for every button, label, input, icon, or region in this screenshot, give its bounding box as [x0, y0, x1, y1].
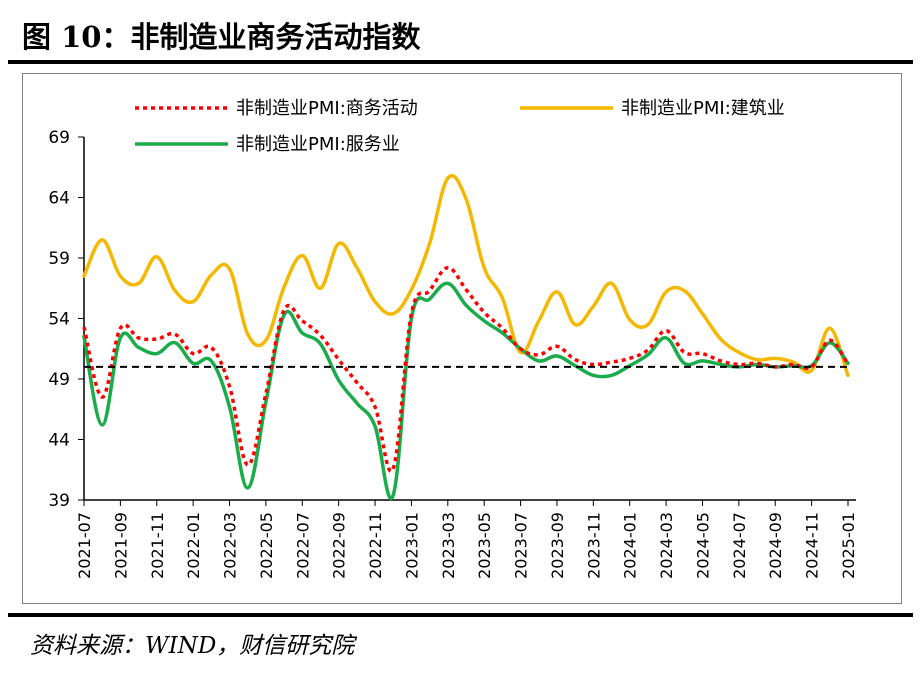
y-tick-label: 54	[48, 310, 70, 330]
x-tick-label: 2023-05	[475, 512, 494, 579]
y-tick-label: 39	[48, 491, 70, 511]
x-tick-label: 2022-09	[330, 512, 349, 579]
y-tick-label: 49	[48, 370, 70, 390]
source-note: 资料来源：WIND，财信研究院	[30, 633, 355, 659]
x-tick-label: 2024-09	[766, 512, 785, 579]
top-rule	[8, 60, 913, 64]
x-tick-label: 2021-09	[111, 512, 130, 579]
figure-title: 图 10：非制造业商务活动指数	[22, 20, 421, 54]
x-tick-label: 2023-01	[402, 512, 421, 579]
x-tick-label: 2024-07	[730, 512, 749, 579]
x-tick-label: 2024-03	[657, 512, 676, 579]
bottom-rule	[8, 613, 913, 617]
x-tick-label: 2022-11	[366, 512, 385, 579]
chart-frame	[22, 73, 902, 604]
x-tick-label: 2025-01	[839, 512, 858, 579]
x-tick-label: 2023-11	[584, 512, 603, 579]
y-tick-label: 44	[48, 431, 70, 451]
legend-business-activity-label: 非制造业PMI:商务活动	[236, 98, 418, 119]
legend-services-label: 非制造业PMI:服务业	[236, 134, 400, 155]
x-tick-label: 2023-07	[512, 512, 531, 579]
series-line-construction	[82, 173, 850, 378]
x-tick-label: 2024-11	[803, 512, 822, 579]
x-tick-label: 2022-01	[184, 512, 203, 579]
legend-construction-label: 非制造业PMI:建筑业	[621, 98, 785, 119]
x-tick-label: 2023-09	[548, 512, 567, 579]
x-tick-label: 2022-05	[257, 512, 276, 579]
x-tick-label: 2021-07	[75, 512, 94, 579]
x-tick-label: 2022-07	[293, 512, 312, 579]
series-line-services	[82, 281, 850, 501]
x-tick-label: 2024-01	[621, 512, 640, 579]
y-tick-label: 69	[48, 128, 70, 148]
y-tick-label: 59	[48, 249, 70, 269]
y-tick-label: 64	[48, 189, 70, 209]
x-tick-label: 2024-05	[693, 512, 712, 579]
series-line-business-activity	[82, 265, 850, 474]
x-tick-label: 2022-03	[221, 512, 240, 579]
x-tick-label: 2021-11	[148, 512, 167, 579]
x-tick-label: 2023-03	[439, 512, 458, 579]
